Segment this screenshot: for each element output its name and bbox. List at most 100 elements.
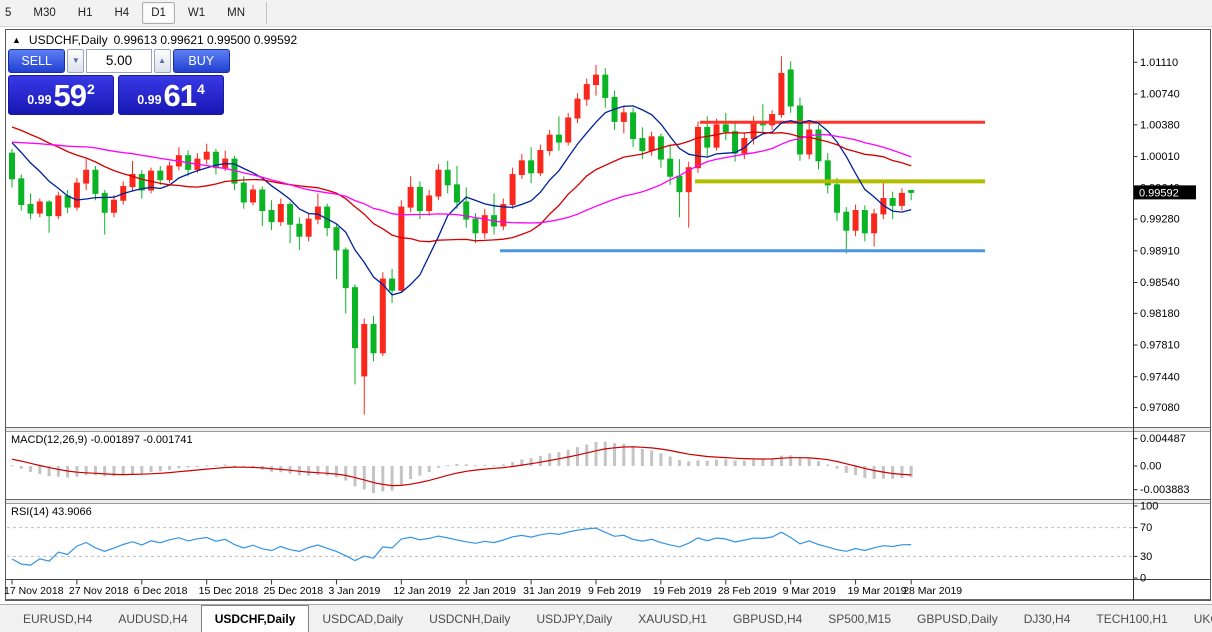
candle-body [101,192,108,213]
timeframe-button-mn[interactable]: MN [227,7,246,19]
candle-body [398,206,405,291]
candle-body [472,218,479,234]
sell-button[interactable]: SELL [8,49,66,73]
candle-body [351,287,358,349]
current-price-value: 0.99592 [1139,187,1179,199]
rsi-line [11,527,912,566]
timeframe-button-w1[interactable]: W1 [187,7,206,19]
symbol-tab-audusd-h4[interactable]: AUDUSD,H4 [118,611,188,626]
volume-input[interactable]: 5.00 [86,49,152,73]
symbol-tab-usdcad-daily[interactable]: USDCAD,Daily [322,611,404,626]
macd-histogram-bar [909,466,913,478]
candle-body [574,98,581,119]
macd-histogram-bar [816,461,820,466]
macd-histogram-bar [427,466,431,473]
date-axis-label: 19 Mar 2019 [848,585,907,597]
timeframe-button-h1[interactable]: H1 [77,7,93,19]
symbol-tab-eurusd-h4[interactable]: EURUSD,H4 [23,611,93,626]
candle-body [83,169,90,184]
macd-histogram-bar [307,466,311,476]
volume-decrease-button[interactable]: ▼ [67,49,85,73]
macd-histogram-bar [483,464,487,466]
candle-body [481,215,488,234]
candle-body [722,124,729,133]
date-axis-label: 28 Feb 2019 [718,585,777,597]
macd-histogram-bar [548,453,552,466]
macd-histogram-bar [214,465,218,467]
candle-body [732,131,739,154]
toolbar-separator [266,2,268,24]
candle-body [314,206,321,220]
candle-body [27,204,34,214]
buy-button[interactable]: BUY [172,49,230,73]
candle-body [407,186,414,208]
candle-body [555,134,562,143]
macd-histogram-bar [334,466,338,478]
macd-histogram-bar [38,466,42,475]
candle-body [379,278,386,354]
symbol-tab-gbpusd-daily[interactable]: GBPUSD,Daily [917,611,998,626]
symbol-tab-usdcnh-daily[interactable]: USDCNH,Daily [429,611,511,626]
symbol-tab-usdjpy-daily[interactable]: USDJPY,Daily [536,611,613,626]
candle-body [861,210,868,234]
macd-histogram-bar [297,466,301,476]
candle-body [370,323,377,354]
symbol-tab-ukoil-[interactable]: UKOil, [1193,611,1212,626]
chart-symbol-title: USDCHF,Daily [28,33,108,47]
macd-histogram-bar [659,453,663,466]
rsi-axis-label: 30 [1140,551,1152,563]
candle-body [110,199,117,213]
macd-histogram-bar [520,459,524,466]
macd-histogram-bar [696,460,700,466]
macd-histogram-bar [826,464,830,466]
buy-price-box[interactable]: 0.99 61 4 [118,75,224,115]
symbol-tab-usdchf-daily[interactable]: USDCHF,Daily [200,605,310,632]
timeframe-button-d1[interactable]: D1 [142,2,175,24]
symbol-tab-dj30-h4[interactable]: DJ30,H4 [1023,611,1071,626]
candle-body [259,189,266,212]
symbol-tab-gbpusd-h4[interactable]: GBPUSD,H4 [732,611,803,626]
date-axis-label: 28 Mar 2019 [903,585,962,597]
macd-histogram-bar [687,461,691,466]
price-axis-label: 0.98180 [1140,308,1180,320]
chart-canvas[interactable]: 1.011101.007401.003801.000100.996400.992… [0,0,1212,604]
timeframe-button-m30[interactable]: M30 [33,7,56,19]
sell-price-box[interactable]: 0.99 59 2 [8,75,114,115]
symbol-tab-sp500-m15[interactable]: SP500,M15 [828,611,892,626]
timeframe-button-h4[interactable]: H4 [114,7,130,19]
macd-histogram-bar [140,466,144,474]
price-axis-label: 1.00010 [1140,151,1180,163]
candle-body [416,186,423,212]
macd-histogram-bar [399,466,403,485]
timeframe-button-5[interactable]: 5 [5,7,12,19]
symbol-tab-tech100-h1[interactable]: TECH100,H1 [1096,611,1168,626]
macd-histogram-bar [362,466,366,490]
price-axis-label: 0.98910 [1140,245,1180,257]
candle-body [73,182,80,208]
volume-increase-button[interactable]: ▲ [153,49,171,73]
candle-body [667,158,674,177]
candlestick-series [9,56,985,415]
candle-body [18,178,25,206]
candle-body [342,249,349,289]
macd-histogram-bar [409,466,413,480]
candle-body [769,114,776,126]
price-axis-label: 1.00380 [1140,119,1180,131]
macd-histogram-bar [807,458,811,466]
macd-histogram-bar [575,447,579,466]
macd-histogram-bar [789,455,793,466]
macd-histogram-bar [650,450,654,466]
macd-histogram-bar [177,466,181,469]
macd-histogram-bar [585,444,589,466]
buy-price-big: 61 [163,78,197,113]
macd-histogram-bar [742,460,746,466]
moving-average-34 [11,133,912,224]
price-axis-label: 0.97440 [1140,371,1180,383]
candle-body [166,165,173,181]
collapse-panel-icon[interactable]: ▲ [12,35,21,45]
macd-histogram-bar [436,466,440,468]
symbol-tab-xauusd-h1[interactable]: XAUUSD,H1 [638,611,707,626]
candle-body [676,175,683,193]
candle-body [203,151,210,160]
moving-average-8 [11,105,912,296]
